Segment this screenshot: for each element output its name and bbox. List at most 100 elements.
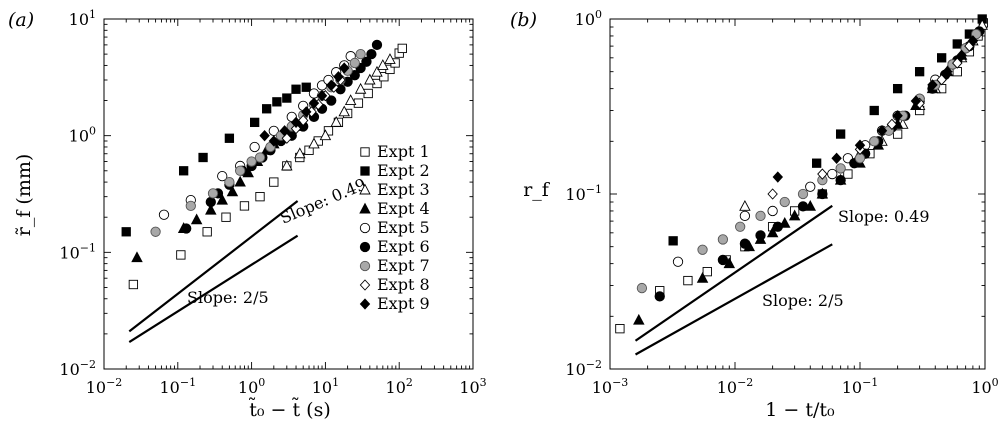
data-point bbox=[870, 106, 878, 114]
data-point bbox=[915, 67, 923, 75]
panel-label: (a) bbox=[8, 9, 34, 31]
data-point bbox=[768, 206, 777, 215]
reference-line-label: Slope: 2/5 bbox=[762, 291, 844, 310]
data-point bbox=[255, 153, 264, 162]
data-point bbox=[818, 189, 827, 198]
data-point bbox=[151, 227, 160, 236]
data-point bbox=[718, 255, 727, 264]
y-axis-label: r_f bbox=[523, 179, 551, 201]
panel-label: (b) bbox=[510, 9, 537, 31]
axis-ticks bbox=[610, 19, 985, 369]
data-point bbox=[206, 197, 215, 206]
data-point bbox=[836, 175, 845, 184]
data-point bbox=[756, 231, 765, 240]
y-axis-label: r̃_f (mm) bbox=[13, 154, 35, 237]
data-point bbox=[684, 276, 692, 284]
data-point bbox=[250, 142, 259, 151]
legend-entry: Expt 4 bbox=[377, 199, 430, 218]
data-point bbox=[398, 44, 406, 52]
data-point bbox=[703, 267, 711, 275]
data-point bbox=[260, 131, 269, 141]
series-expt-8 bbox=[768, 41, 974, 199]
data-point bbox=[256, 192, 264, 200]
x-tick-label: 101 bbox=[312, 376, 339, 397]
data-point bbox=[773, 222, 782, 231]
series-expt-2 bbox=[669, 15, 986, 245]
data-point bbox=[356, 84, 366, 93]
data-point bbox=[235, 177, 245, 186]
y-tick-label: 10−2 bbox=[59, 358, 96, 379]
data-point bbox=[222, 213, 230, 221]
data-point bbox=[203, 228, 211, 236]
data-point bbox=[292, 85, 300, 93]
y-tick-label: 10−2 bbox=[565, 358, 602, 379]
x-tick-label: 102 bbox=[386, 376, 413, 397]
y-tick-label: 10−1 bbox=[59, 241, 96, 262]
data-point bbox=[756, 211, 765, 220]
x-tick-label: 10−1 bbox=[160, 376, 197, 397]
data-point bbox=[179, 167, 187, 175]
y-tick-label: 100 bbox=[575, 8, 602, 29]
data-point bbox=[832, 153, 841, 163]
data-point bbox=[740, 201, 750, 210]
data-point bbox=[798, 202, 807, 211]
data-point bbox=[669, 237, 677, 245]
x-axis-label: t̃₀ − t̃ (s) bbox=[249, 398, 331, 421]
data-point bbox=[953, 40, 961, 48]
data-point bbox=[367, 49, 376, 58]
data-point bbox=[122, 228, 130, 236]
data-point bbox=[356, 49, 365, 58]
data-point bbox=[616, 324, 624, 332]
data-point bbox=[937, 54, 945, 62]
x-axis-label: 1 − t/t₀ bbox=[765, 399, 835, 421]
legend-entry: Expt 6 bbox=[377, 237, 430, 256]
x-tick-label: 10−2 bbox=[86, 376, 123, 397]
data-point bbox=[247, 157, 256, 166]
data-point bbox=[159, 210, 168, 219]
data-point bbox=[186, 201, 195, 210]
data-point bbox=[132, 252, 142, 261]
legend-entry: Expt 8 bbox=[377, 275, 430, 294]
legend-entry: Expt 3 bbox=[377, 180, 430, 199]
data-point bbox=[673, 257, 682, 266]
legend-marker bbox=[361, 167, 369, 175]
data-point bbox=[780, 197, 789, 206]
data-point bbox=[812, 159, 820, 167]
data-point bbox=[768, 189, 777, 199]
data-point bbox=[735, 222, 744, 231]
series-expt-1 bbox=[616, 19, 988, 333]
data-point bbox=[199, 153, 207, 161]
data-point bbox=[740, 211, 749, 220]
data-point bbox=[225, 134, 233, 142]
legend-marker bbox=[360, 242, 369, 251]
data-point bbox=[240, 202, 248, 210]
data-point bbox=[634, 315, 644, 324]
data-point bbox=[836, 164, 845, 173]
data-point bbox=[350, 58, 359, 67]
reference-line-label: Slope: 0.49 bbox=[838, 207, 930, 226]
x-tick-label: 10−1 bbox=[842, 376, 879, 397]
x-tick-label: 10−3 bbox=[592, 376, 629, 397]
data-point bbox=[806, 182, 815, 191]
data-point bbox=[354, 99, 362, 107]
data-point bbox=[208, 189, 217, 198]
legend-entry: Expt 5 bbox=[377, 218, 430, 237]
x-tick-label: 100 bbox=[238, 376, 265, 397]
legend-marker bbox=[361, 148, 369, 156]
legend-marker bbox=[360, 280, 369, 290]
plot-frame bbox=[610, 19, 985, 369]
series-expt-7 bbox=[151, 49, 365, 236]
data-point bbox=[828, 169, 837, 178]
y-tick-label: 100 bbox=[69, 125, 96, 146]
data-point bbox=[836, 130, 844, 138]
data-point bbox=[192, 214, 202, 223]
reference-line bbox=[129, 201, 297, 331]
data-point bbox=[250, 118, 258, 126]
data-point bbox=[283, 94, 291, 102]
legend-marker bbox=[360, 299, 369, 309]
data-point bbox=[129, 280, 137, 288]
data-point bbox=[262, 105, 270, 113]
reference-line bbox=[636, 206, 833, 341]
